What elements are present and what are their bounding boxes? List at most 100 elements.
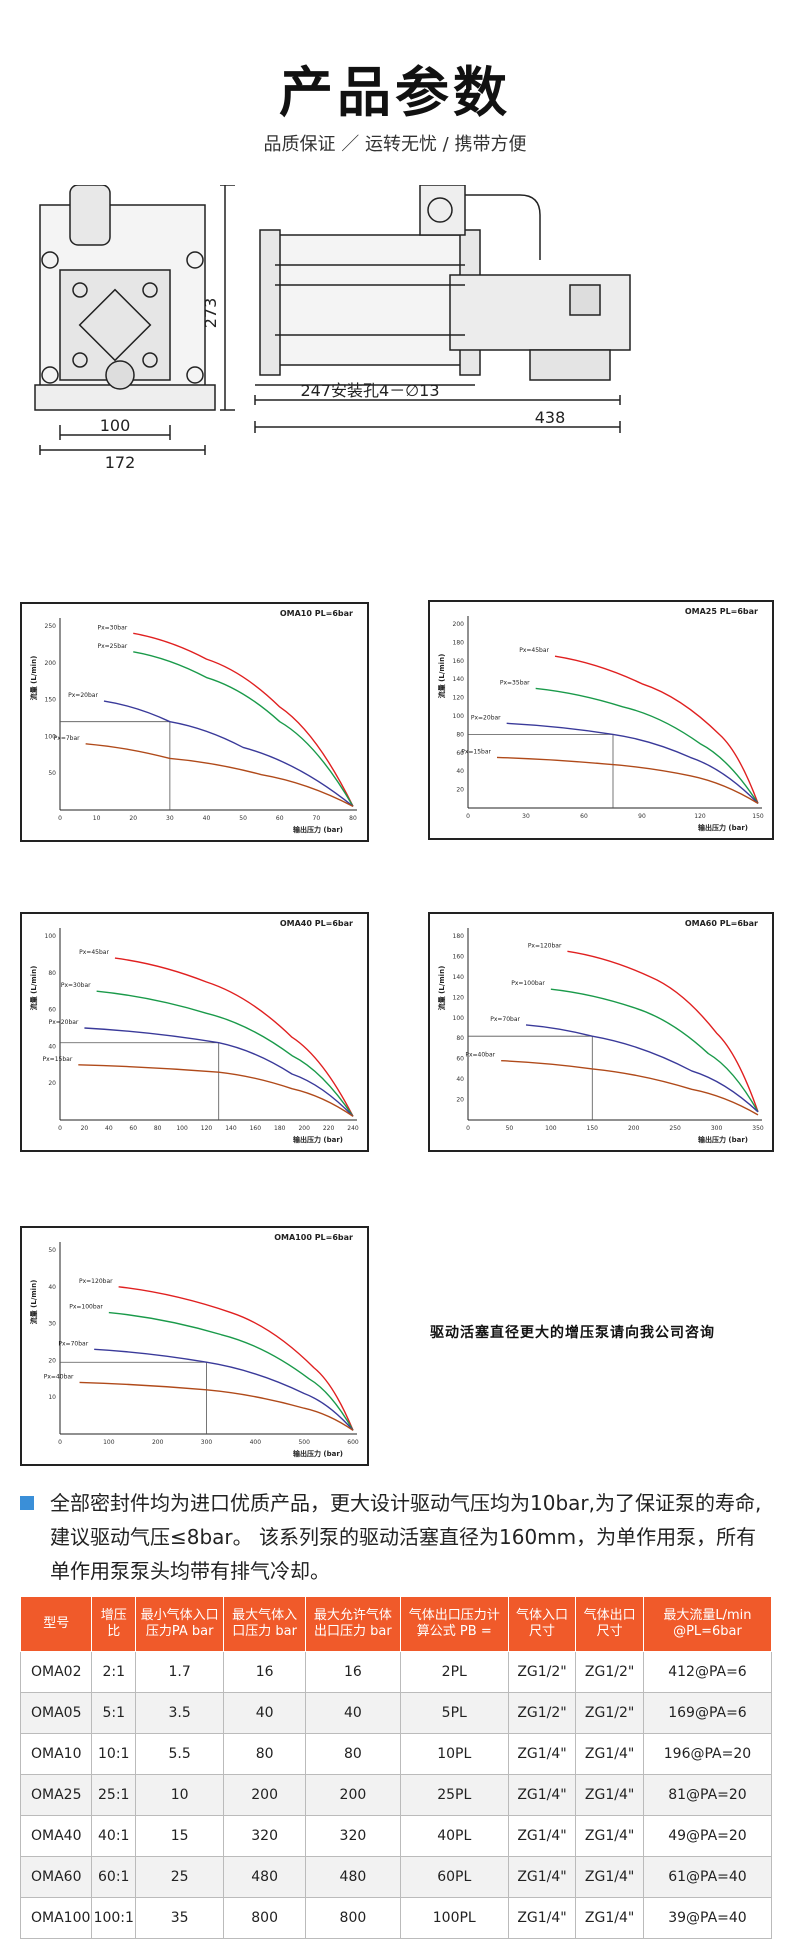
x-tick-label: 20 — [81, 1125, 89, 1132]
table-row: OMA05 5:1 3.5 40 40 5PL ZG1/2" ZG1/2" 169@PA=6 — [19, 1692, 773, 1734]
series-label: Px=40bar — [465, 1052, 495, 1059]
x-tick-label: 150 — [587, 1125, 599, 1132]
y-tick-label: 200 — [45, 660, 57, 667]
table-cell: ZG1/4" — [575, 1774, 644, 1816]
x-tick-label: 70 — [313, 815, 321, 822]
x-tick-label: 60 — [129, 1125, 137, 1132]
dim-172-label: 172 — [105, 453, 136, 472]
series-label: Px=70bar — [490, 1016, 520, 1023]
y-tick-label: 150 — [45, 697, 57, 704]
series-label: Px=30bar — [97, 624, 127, 631]
series-line — [133, 632, 354, 807]
table-row: OMA10 10:1 5.5 80 80 10PL ZG1/4" ZG1/4" 196@PA=2… — [19, 1733, 773, 1775]
series-label: Px=25bar — [97, 643, 127, 650]
table-cell: 169@PA=6 — [642, 1692, 773, 1734]
series-line — [525, 1024, 759, 1113]
chart-title: OMA40 PL=6bar — [280, 919, 353, 928]
table-cell: ZG1/4" — [575, 1815, 644, 1857]
table-header-cell: 气体出口尺寸 — [575, 1596, 644, 1652]
chart-oma60: OMA60 PL=6bar 0 50 100 150 200 250 300 350 20 40 60… — [428, 912, 774, 1152]
y-tick-label: 40 — [48, 1043, 56, 1050]
table-cell: 49@PA=20 — [642, 1815, 773, 1857]
table-cell: 40 — [223, 1692, 307, 1734]
x-tick-label: 600 — [347, 1439, 359, 1446]
chart-title: OMA60 PL=6bar — [685, 919, 758, 928]
table-row: OMA100 100:1 35 800 800 100PL ZG1/4" ZG1/4" 39@P… — [19, 1897, 773, 1939]
annotation-line — [60, 1042, 220, 1120]
table-cell: ZG1/2" — [575, 1651, 644, 1693]
y-tick-label: 80 — [456, 1035, 464, 1042]
table-cell: 40 — [305, 1692, 401, 1734]
table-cell: ZG1/4" — [507, 1856, 577, 1898]
x-tick-label: 100 — [176, 1125, 188, 1132]
x-tick-label: 100 — [103, 1439, 115, 1446]
table-cell: OMA10 — [19, 1733, 93, 1775]
table-cell: ZG1/4" — [507, 1774, 577, 1816]
technical-drawing: 273 100 172 247安装孔4－∅13 438 — [34, 185, 631, 472]
x-tick-label: 400 — [250, 1439, 262, 1446]
series-line — [79, 1381, 354, 1431]
x-tick-label: 30 — [522, 813, 530, 820]
y-tick-label: 250 — [45, 623, 57, 630]
y-tick-label: 120 — [453, 994, 465, 1001]
chart-title: OMA10 PL=6bar — [280, 609, 353, 618]
table-cell: 480 — [223, 1856, 307, 1898]
table-cell: ZG1/4" — [507, 1815, 577, 1857]
x-axis-label: 输出压力 (bar) — [698, 823, 748, 832]
x-tick-label: 200 — [152, 1439, 164, 1446]
y-tick-label: 180 — [453, 639, 465, 646]
series-label: Px=70bar — [58, 1340, 88, 1347]
x-tick-label: 300 — [711, 1125, 723, 1132]
table-cell: 35 — [135, 1897, 225, 1939]
table-cell: ZG1/2" — [507, 1651, 577, 1693]
table-cell: 412@PA=6 — [642, 1651, 773, 1693]
y-axis-label: 流量 (L/min) — [29, 966, 38, 1011]
y-axis-label: 流量 (L/min) — [29, 1280, 38, 1325]
table-cell: 200 — [223, 1774, 307, 1816]
table-cell: 40PL — [399, 1815, 509, 1857]
spec-table: 型号 增压比 最小气体入口压力PA bar 最大气体入口压力 bar 最大允许气体出口压… — [19, 1596, 773, 1939]
y-tick-label: 200 — [453, 621, 465, 628]
table-cell: 5.5 — [135, 1733, 225, 1775]
page-subtitle: 品质保证 ／ 运转无忧 / 携带方便 — [263, 134, 527, 155]
x-tick-label: 160 — [250, 1125, 262, 1132]
table-header-cell: 最大允许气体出口压力 bar — [305, 1596, 401, 1652]
description-paragraph: 全部密封件均为进口优质产品，更大设计驱动气压均为10bar,为了保证泵的寿命,建… — [50, 1491, 762, 1583]
x-tick-label: 200 — [628, 1125, 640, 1132]
table-cell: 2PL — [399, 1651, 509, 1693]
series-line — [506, 722, 759, 804]
chart-oma100: OMA100 PL=6bar 0 100 200 300 400 500 600 10 20 30 4… — [20, 1226, 369, 1466]
series-line — [567, 950, 759, 1113]
y-tick-label: 20 — [48, 1080, 56, 1087]
y-tick-label: 60 — [456, 750, 464, 757]
series-label: Px=40bar — [44, 1373, 74, 1380]
table-cell: ZG1/4" — [507, 1733, 577, 1775]
x-tick-label: 0 — [58, 815, 62, 822]
y-tick-label: 40 — [456, 1076, 464, 1083]
table-cell: 1.7 — [135, 1651, 225, 1693]
y-tick-label: 20 — [456, 1097, 464, 1104]
x-tick-label: 0 — [466, 1125, 470, 1132]
annotation-line — [468, 733, 614, 808]
table-cell: 196@PA=20 — [642, 1733, 773, 1775]
series-label: Px=120bar — [528, 942, 562, 949]
table-cell: 25PL — [399, 1774, 509, 1816]
x-tick-label: 50 — [506, 1125, 514, 1132]
x-tick-label: 500 — [298, 1439, 310, 1446]
x-tick-label: 240 — [347, 1125, 359, 1132]
series-line — [84, 1027, 354, 1117]
bullet-icon — [20, 1496, 34, 1510]
series-line — [108, 1311, 354, 1431]
annotation-line — [60, 1361, 207, 1434]
table-header-cell: 增压比 — [91, 1596, 137, 1652]
x-axis-label: 输出压力 (bar) — [293, 1135, 343, 1144]
table-cell: 16 — [223, 1651, 307, 1693]
series-label: Px=45bar — [79, 949, 109, 956]
chart-oma40: OMA40 PL=6bar 0 20 40 60 80 100 120 140 160 180 200… — [20, 912, 369, 1152]
x-tick-label: 80 — [349, 815, 357, 822]
x-tick-label: 120 — [694, 813, 706, 820]
x-tick-label: 140 — [225, 1125, 237, 1132]
y-tick-label: 50 — [48, 770, 56, 777]
y-tick-label: 180 — [453, 933, 465, 940]
series-label: Px=15bar — [461, 748, 491, 755]
